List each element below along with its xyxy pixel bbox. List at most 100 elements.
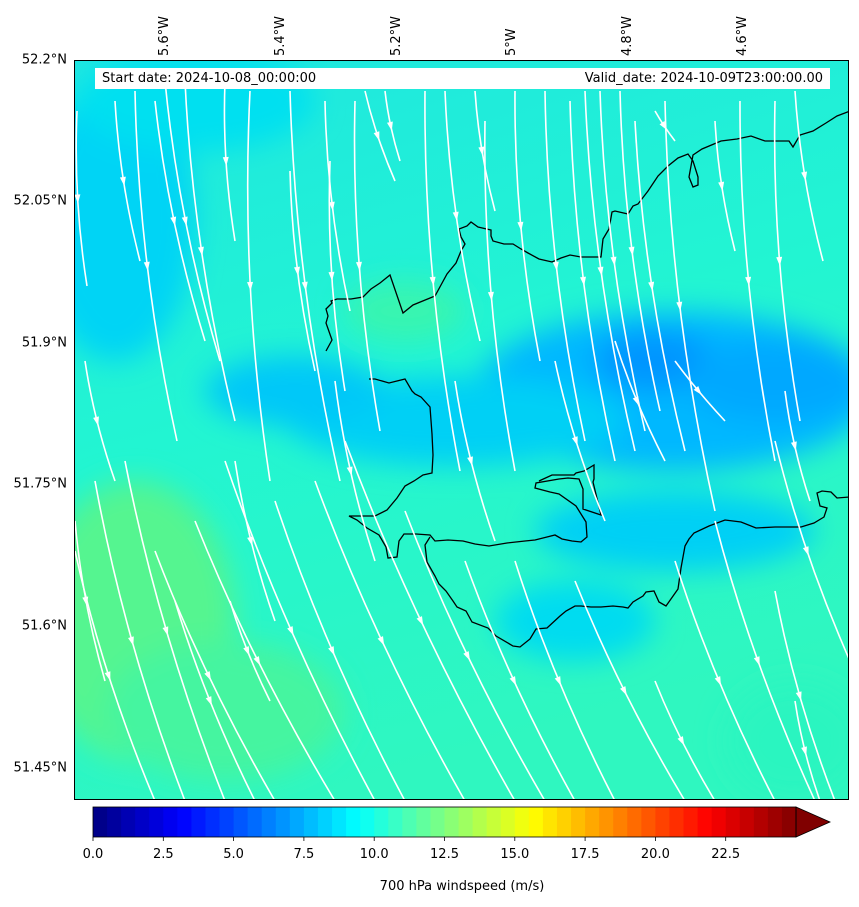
streamline-arrow bbox=[677, 736, 685, 746]
colorbar-cell bbox=[402, 807, 417, 837]
date-info-box: Start date: 2024-10-08_00:00:00 Valid_da… bbox=[95, 68, 830, 89]
streamline-arrow bbox=[693, 386, 702, 395]
colorbar-cell bbox=[767, 807, 783, 837]
colorbar-cell bbox=[303, 807, 319, 837]
colorbar-cell bbox=[135, 807, 150, 837]
streamline-arrow bbox=[181, 216, 188, 226]
streamline-arrow bbox=[554, 676, 561, 686]
colorbar-cell bbox=[739, 807, 755, 837]
colorbar-cell bbox=[247, 807, 263, 837]
colorbar-tick: 10.0 bbox=[359, 847, 389, 862]
colorbar-cell bbox=[781, 807, 797, 837]
colorbar-label: 700 hPa windspeed (m/s) bbox=[379, 879, 545, 894]
streamline-arrow bbox=[517, 221, 524, 231]
streamline-arrow bbox=[377, 636, 385, 646]
streamline-arrow bbox=[487, 291, 494, 301]
colorbar-cell bbox=[711, 807, 727, 837]
streamline-arrow bbox=[718, 181, 725, 191]
colorbar-cell bbox=[486, 807, 502, 837]
colorbar-cell bbox=[205, 807, 221, 837]
streamline-arrow bbox=[328, 201, 335, 211]
streamline-arrow bbox=[478, 146, 485, 156]
streamline-arrow bbox=[119, 176, 126, 186]
colorbar-cell bbox=[219, 807, 235, 837]
streamline-arrow bbox=[243, 646, 250, 656]
colorbar-cell bbox=[599, 807, 614, 837]
streamline-arrow bbox=[170, 216, 177, 226]
streamline-arrow bbox=[294, 266, 300, 276]
colorbar-cell bbox=[641, 807, 656, 837]
streamline-arrow bbox=[571, 436, 578, 446]
colorbar-cell bbox=[571, 807, 586, 837]
colorbar-cell bbox=[388, 807, 403, 837]
colorbar-cell bbox=[528, 807, 544, 837]
colorbar-cell bbox=[542, 807, 558, 837]
streamline-arrow bbox=[104, 671, 111, 681]
colorbar-cell bbox=[627, 807, 642, 837]
colorbar-cell bbox=[697, 807, 713, 837]
streamline-arrow bbox=[328, 646, 335, 656]
colorbar-cell bbox=[613, 807, 628, 837]
streamline-arrow bbox=[580, 276, 586, 286]
streamline-arrow bbox=[628, 246, 635, 256]
streamline-arrow bbox=[128, 636, 134, 646]
start-date-label: Start date: 2024-10-08_00:00:00 bbox=[102, 71, 317, 86]
colorbar-cell bbox=[289, 807, 305, 837]
streamline-arrow bbox=[745, 276, 752, 286]
streamline-arrow bbox=[416, 616, 424, 626]
lat-tick-label: 52.05°N bbox=[13, 193, 67, 209]
lon-tick-label: 4.6°W bbox=[735, 15, 750, 56]
colorbar-tick: 22.5 bbox=[711, 847, 741, 862]
streamline-arrow bbox=[648, 281, 655, 291]
streamline-arrow bbox=[801, 171, 808, 181]
lon-tick-label: 5°W bbox=[504, 28, 519, 56]
colorbar-cell bbox=[669, 807, 685, 837]
colorbar-cell bbox=[585, 807, 600, 837]
colorbar-cell bbox=[93, 807, 108, 837]
colorbar-cell bbox=[430, 807, 446, 837]
streamline-arrow bbox=[802, 546, 809, 556]
colorbar-cell bbox=[107, 807, 122, 837]
streamline-arrow bbox=[247, 536, 253, 546]
colorbar-cell bbox=[317, 807, 333, 837]
colorbar-cell bbox=[360, 807, 375, 837]
streamline-arrow bbox=[197, 246, 204, 256]
streamline-arrow bbox=[753, 656, 760, 666]
lon-tick-label: 5.4°W bbox=[273, 15, 288, 56]
streamline-arrow bbox=[801, 746, 807, 756]
streamline-arrow bbox=[373, 131, 380, 141]
colorbar-cell bbox=[472, 807, 488, 837]
colorbar-cell bbox=[514, 807, 530, 837]
colorbar-cell bbox=[683, 807, 699, 837]
colorbar-cell bbox=[444, 807, 460, 837]
streamline-arrow bbox=[75, 194, 81, 204]
streamline-arrow bbox=[610, 256, 617, 266]
colorbar-tick: 15.0 bbox=[500, 847, 530, 862]
streamline-arrow bbox=[93, 416, 99, 426]
streamline-arrow bbox=[287, 626, 294, 636]
streamline-arrow bbox=[386, 121, 393, 131]
streamline-arrow bbox=[204, 671, 211, 681]
colorbar-cell bbox=[655, 807, 671, 837]
streamline-arrow bbox=[597, 266, 604, 276]
colorbar-cell bbox=[725, 807, 741, 837]
streamline-arrow bbox=[355, 261, 362, 271]
lat-tick-label: 51.45°N bbox=[13, 760, 67, 776]
colorbar-cell bbox=[149, 807, 164, 837]
streamline-arrow bbox=[162, 626, 169, 636]
colorbar-cell bbox=[163, 807, 178, 837]
lon-tick-label: 5.6°W bbox=[157, 15, 172, 56]
map-canvas bbox=[75, 61, 848, 799]
colorbar-tickmarks bbox=[92, 837, 727, 841]
streamline-arrow bbox=[676, 301, 683, 311]
streamline-arrow bbox=[467, 456, 473, 466]
streamline-arrow bbox=[247, 281, 254, 291]
colorbar-cell bbox=[458, 807, 474, 837]
streamline-arrow bbox=[253, 656, 261, 666]
colorbar-extend-arrow bbox=[795, 806, 831, 838]
lon-tick-label: 4.8°W bbox=[620, 15, 635, 56]
streamline-arrow bbox=[301, 281, 308, 291]
colorbar-cell bbox=[121, 807, 136, 837]
valid-date-label: Valid_date: 2024-10-09T23:00:00.00 bbox=[584, 71, 823, 86]
colorbar-tick: 7.5 bbox=[293, 847, 315, 862]
